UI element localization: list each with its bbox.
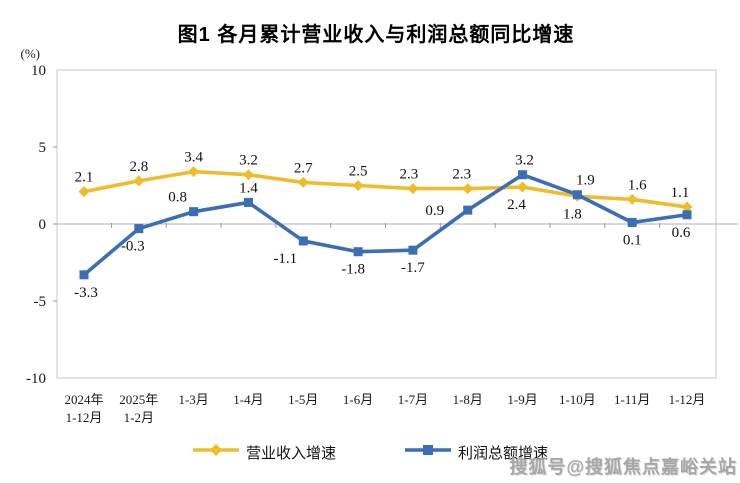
x-tick-label: 1-7月 — [398, 392, 428, 407]
x-tick-label: 1-12月 — [669, 392, 706, 407]
square-marker — [572, 190, 582, 200]
legend-label-profit: 利润总额增速 — [458, 446, 549, 462]
data-point-label: 2.4 — [507, 197, 526, 213]
data-point-label: 2.7 — [294, 160, 313, 176]
data-point-label: 1.1 — [671, 185, 690, 201]
square-marker — [463, 205, 473, 215]
data-point-label: 3.2 — [239, 153, 258, 169]
legend-item-revenue: 营业收入增速 — [192, 442, 336, 463]
data-point-label: 2.3 — [400, 167, 419, 183]
revenue-line-swatch — [192, 443, 240, 462]
data-point-label: 3.2 — [515, 153, 534, 169]
diamond-marker — [626, 193, 638, 205]
y-tick-label: -10 — [26, 371, 46, 387]
x-tick-label: 1-3月 — [178, 392, 208, 407]
data-point-label: 2.1 — [75, 170, 94, 186]
square-marker — [243, 197, 253, 207]
y-tick-label: 5 — [39, 140, 47, 156]
diamond-marker — [681, 201, 693, 213]
x-tick-label: 1-10月 — [559, 392, 596, 407]
x-tick-label: 2024年 — [64, 392, 103, 407]
data-point-label: -3.3 — [74, 285, 98, 301]
legend: 营业收入增速 利润总额增速 — [0, 442, 740, 463]
x-tick-label: 1-4月 — [233, 392, 263, 407]
data-point-label: 1.6 — [628, 177, 647, 193]
legend-item-profit: 利润总额增速 — [404, 442, 548, 463]
data-point-label: 2.3 — [452, 167, 471, 183]
square-marker — [189, 207, 199, 217]
square-marker — [79, 270, 89, 280]
diamond-marker — [133, 175, 145, 187]
y-tick-label: 0 — [39, 217, 47, 233]
yellow-line-diamond-icon — [192, 444, 239, 456]
data-point-label: -0.3 — [121, 239, 145, 255]
data-point-label: 0.1 — [623, 232, 642, 248]
square-marker — [627, 217, 637, 227]
square-marker — [298, 236, 308, 246]
y-axis-unit-label: (%) — [21, 46, 41, 61]
diamond-marker — [462, 183, 474, 195]
x-tick-label: 1-9月 — [507, 392, 537, 407]
square-marker — [408, 245, 418, 255]
data-point-label: -1.7 — [401, 260, 425, 276]
square-marker — [134, 224, 144, 234]
data-point-label: 1.9 — [576, 173, 595, 189]
diamond-marker — [517, 181, 529, 193]
x-tick-label: 1-5月 — [288, 392, 318, 407]
data-point-label: -1.8 — [341, 262, 365, 278]
x-tick-label: 1-2月 — [124, 410, 154, 425]
x-tick-label: 1-11月 — [614, 392, 650, 407]
data-point-label: 1.4 — [239, 180, 258, 196]
series-line-diamond — [82, 169, 689, 209]
profit-line-swatch — [404, 443, 452, 462]
diamond-marker — [78, 186, 90, 198]
diamond-marker — [242, 169, 254, 181]
data-point-label: 1.8 — [563, 206, 582, 222]
square-marker — [518, 170, 528, 180]
y-tick-label: -5 — [34, 294, 47, 310]
series-line-square — [82, 172, 689, 277]
data-point-label: 0.8 — [168, 190, 187, 206]
square-marker — [353, 247, 363, 257]
data-point-label: 3.4 — [184, 150, 203, 166]
diamond-marker — [407, 183, 419, 195]
square-marker — [682, 210, 692, 220]
chart-title: 图1 各月累计营业收入与利润总额同比增速 — [177, 24, 575, 46]
legend-label-revenue: 营业收入增速 — [245, 446, 336, 462]
x-tick-label: 2025年 — [119, 392, 158, 407]
watermark-sohu: 搜狐号@搜狐焦点嘉峪关站 — [509, 457, 737, 477]
x-tick-label: 1-12月 — [66, 410, 103, 425]
y-tick-label: 10 — [31, 63, 46, 79]
diamond-marker — [352, 180, 364, 191]
data-point-label: 2.5 — [349, 164, 368, 180]
diamond-marker — [188, 166, 200, 178]
data-point-label: 0.6 — [672, 225, 691, 241]
data-point-label: 0.9 — [425, 203, 444, 219]
data-point-label: -1.1 — [273, 251, 297, 267]
x-tick-label: 1-8月 — [453, 392, 483, 407]
diamond-marker — [297, 176, 309, 188]
blue-line-square-icon — [405, 445, 451, 455]
data-point-label: 2.8 — [129, 159, 148, 175]
x-tick-label: 1-6月 — [343, 392, 373, 407]
